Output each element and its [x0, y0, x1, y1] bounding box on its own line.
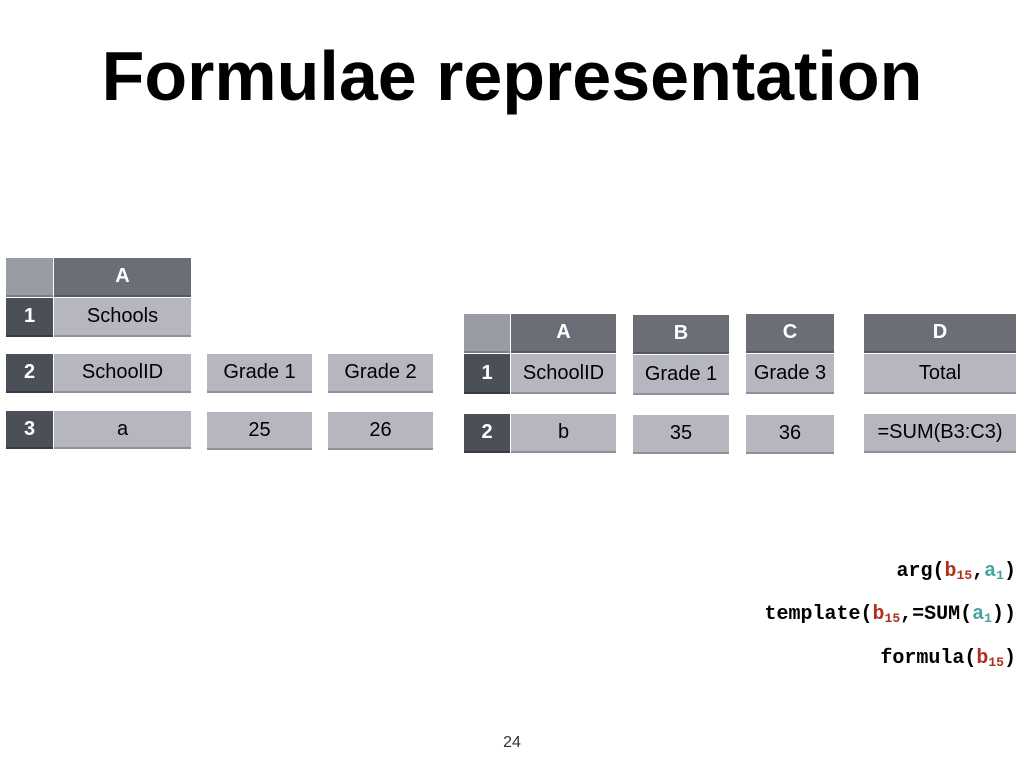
row-header-3: 3 — [6, 411, 53, 449]
cell-a3: a — [54, 411, 191, 449]
argument-b: b — [976, 647, 989, 670]
cell-a1: Schools — [54, 298, 191, 337]
row-header-1: 1 — [464, 354, 510, 394]
column-header-c: C — [746, 314, 834, 353]
cell-d1: Total — [864, 354, 1016, 394]
argument-b: b — [872, 603, 885, 626]
corner-header-cell — [464, 314, 510, 353]
grade-1-value-cell: 25 — [207, 412, 312, 450]
slide-title: Formulae representation — [101, 37, 923, 115]
argument-a-subscript: 1 — [984, 611, 992, 626]
grade-2-label-cell: Grade 2 — [328, 354, 433, 393]
column-header-a: A — [511, 314, 616, 353]
argument-b-subscript: 15 — [988, 655, 1004, 670]
cell-d2-formula: =SUM(B3:C3) — [864, 414, 1016, 453]
cell-c1: Grade 3 — [746, 354, 834, 394]
argument-b-subscript: 15 — [884, 611, 901, 626]
grade-1-label-cell: Grade 1 — [207, 354, 312, 393]
page-number: 24 — [503, 734, 521, 751]
closing-paren: ) — [1003, 560, 1016, 583]
function-name: template( — [764, 603, 873, 626]
template-formula-line: template(b15,=SUM(a1)) — [764, 603, 1016, 626]
argument-a: a — [984, 560, 997, 583]
row-header-1: 1 — [6, 298, 53, 337]
argument-a: a — [972, 603, 985, 626]
cell-a2: b — [511, 414, 616, 453]
argument-a-subscript: 1 — [996, 568, 1004, 583]
cell-c2: 36 — [746, 415, 834, 454]
formula-line: formula(b15) — [880, 647, 1016, 670]
cell-b1: Grade 1 — [633, 355, 729, 395]
separator: ,=SUM( — [900, 603, 973, 626]
cell-a1: SchoolID — [511, 354, 616, 394]
function-name: arg( — [896, 560, 945, 583]
closing-paren: ) — [1003, 647, 1016, 670]
argument-b-subscript: 15 — [956, 568, 973, 583]
column-header-b: B — [633, 315, 729, 354]
separator: , — [972, 560, 985, 583]
function-name: formula( — [880, 647, 977, 670]
closing-paren: )) — [991, 603, 1016, 626]
cell-a2: SchoolID — [54, 354, 191, 393]
column-header-d: D — [864, 314, 1016, 353]
row-header-2: 2 — [6, 354, 53, 393]
cell-b2: 35 — [633, 415, 729, 454]
argument-b: b — [944, 560, 957, 583]
arg-formula-line: arg(b15,a1) — [897, 560, 1017, 583]
grade-2-value-cell: 26 — [328, 412, 433, 450]
row-header-2: 2 — [464, 414, 510, 453]
corner-header-cell — [6, 258, 53, 297]
column-header-a: A — [54, 258, 191, 297]
